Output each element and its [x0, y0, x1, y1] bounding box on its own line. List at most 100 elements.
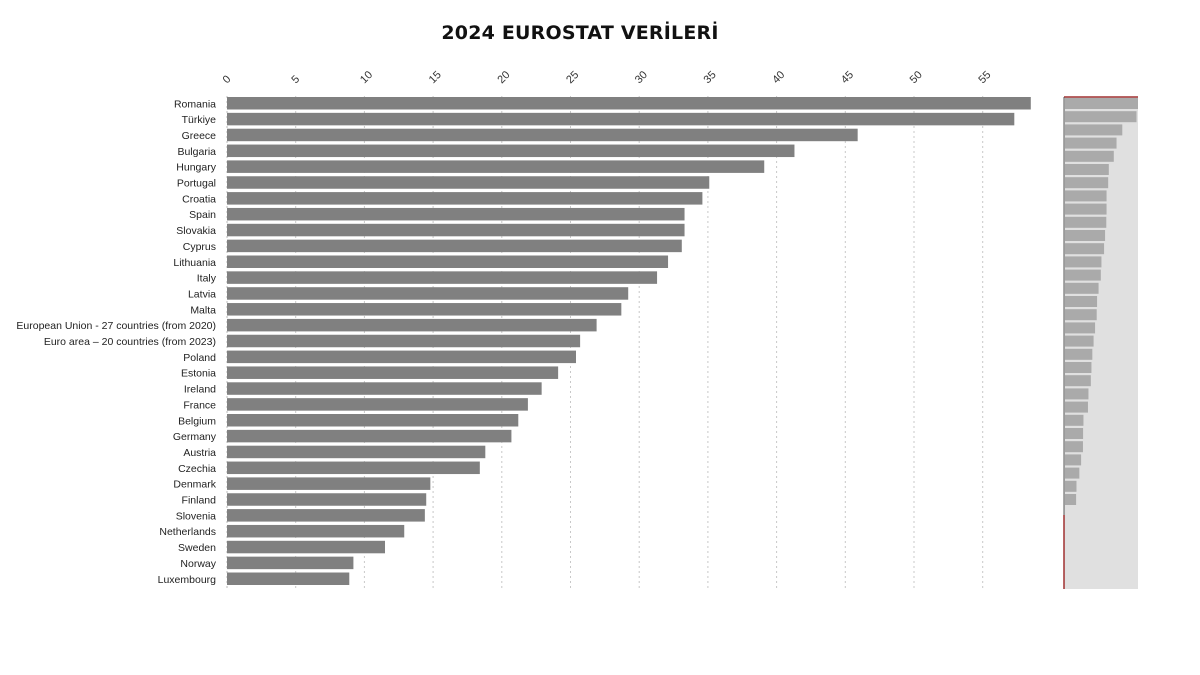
bar[interactable]: Cyprus: 33.1 — [227, 239, 682, 253]
x-tick-label: 45 — [839, 69, 856, 86]
bar[interactable]: Euro area – 20 countries (from 2023): 25… — [227, 334, 581, 348]
overview-bar — [1065, 164, 1109, 175]
bar[interactable]: Portugal: 35.1 — [227, 176, 710, 189]
bar[interactable]: Italy: 31.3 — [227, 271, 658, 284]
overview-bar — [1065, 309, 1097, 321]
overview-bar — [1065, 335, 1094, 347]
x-tick-label: 15 — [427, 69, 444, 86]
overview-bar — [1065, 203, 1107, 215]
bar[interactable]: European Union - 27 countries (from 2020… — [227, 318, 597, 332]
x-tick-label: 10 — [358, 69, 375, 86]
bar[interactable]: Estonia: 24.1 — [227, 366, 559, 379]
category-label: Malta — [190, 304, 216, 316]
category-label: Lithuania — [173, 257, 216, 269]
bar[interactable]: Spain: 33.3 — [227, 207, 685, 221]
category-label: Bulgaria — [177, 146, 216, 158]
x-tick-label: 5 — [289, 73, 302, 86]
x-tick-label: 40 — [770, 69, 787, 86]
bar[interactable]: Finland: 14.5 — [227, 493, 427, 506]
bar[interactable]: Türkiye: 57.3 — [227, 112, 1015, 126]
overview-bar — [1065, 401, 1088, 413]
overview-bar — [1065, 296, 1098, 307]
x-tick-label: 20 — [495, 69, 512, 86]
bar[interactable]: Norway: 9.2 — [227, 556, 354, 570]
bar[interactable]: Bulgaria: 41.3 — [227, 144, 795, 158]
category-label: Euro area – 20 countries (from 2023) — [44, 336, 216, 348]
overview-bar — [1065, 137, 1117, 149]
category-label: European Union - 27 countries (from 2020… — [16, 320, 216, 332]
category-label: Croatia — [182, 193, 216, 205]
overview-bar — [1065, 428, 1084, 439]
bar[interactable]: Sweden: 11.5 — [227, 540, 386, 554]
bar[interactable]: Belgium: 21.2 — [227, 414, 519, 427]
category-label: Hungary — [176, 162, 216, 174]
overview-bar — [1065, 441, 1083, 453]
category-label: Italy — [197, 273, 217, 285]
bar[interactable]: Luxembourg: 8.9 — [227, 572, 350, 586]
category-labels: Romania Türkiye Greece Bulgaria Hungary Portu… — [16, 98, 216, 586]
bar[interactable]: Slovenia: 14.4 — [227, 509, 425, 522]
x-tick-label: 35 — [702, 69, 719, 86]
bar[interactable]: Germany: 20.7 — [227, 429, 512, 443]
overview-bar — [1065, 230, 1106, 241]
bar[interactable]: Romania: 58.5 — [227, 97, 1031, 110]
category-label: France — [183, 399, 216, 411]
category-label: Poland — [183, 352, 216, 364]
overview-panel[interactable] — [1063, 96, 1138, 589]
bar[interactable]: Croatia: 34.6 — [227, 192, 703, 205]
overview-bar — [1065, 190, 1107, 202]
overview-bar — [1065, 150, 1114, 162]
category-label: Türkiye — [182, 114, 217, 126]
overview-bar — [1065, 494, 1077, 505]
category-label: Norway — [180, 558, 216, 570]
bar[interactable]: Austria: 18.8 — [227, 445, 486, 459]
bar[interactable]: Denmark: 14.8 — [227, 477, 431, 490]
overview-bar — [1065, 177, 1109, 189]
overview-bar — [1065, 388, 1089, 400]
overview-bar — [1065, 454, 1082, 466]
category-label: Portugal — [177, 178, 216, 190]
bar[interactable]: Czechia: 18.4 — [227, 461, 480, 475]
overview-bar — [1065, 282, 1099, 294]
overview-bar — [1065, 322, 1096, 334]
x-axis-ticks: 0 5 10 15 20 25 30 35 40 45 50 55 — [221, 69, 994, 86]
bar[interactable]: Ireland: 22.9 — [227, 382, 542, 395]
bar[interactable]: Netherlands: 12.9 — [227, 524, 405, 538]
category-label: Sweden — [178, 542, 216, 554]
bar[interactable]: Latvia: 29.2 — [227, 287, 629, 300]
category-label: Czechia — [178, 463, 216, 475]
bar[interactable]: Poland: 25.4 — [227, 350, 576, 364]
bar[interactable]: France: 21.9 — [227, 398, 528, 411]
overview-bar — [1065, 348, 1093, 360]
category-label: Netherlands — [159, 526, 216, 538]
category-label: Austria — [183, 447, 216, 459]
overview-bar — [1065, 375, 1091, 387]
chart-title: 2024 EUROSTAT VERİLERİ — [441, 22, 719, 44]
category-label: Estonia — [181, 368, 216, 380]
bar[interactable]: Slovakia: 33.3 — [227, 223, 685, 237]
bar[interactable]: Malta: 28.7 — [227, 303, 622, 316]
x-tick-label: 0 — [221, 73, 234, 86]
category-label: Slovakia — [176, 225, 216, 237]
overview-bar — [1065, 414, 1084, 426]
overview-bar — [1065, 216, 1107, 228]
overview-bar — [1065, 269, 1101, 281]
x-tick-label: 30 — [633, 69, 650, 86]
overview-bar — [1065, 98, 1138, 109]
overview-bar — [1065, 480, 1077, 492]
category-label: Cyprus — [183, 241, 216, 253]
category-label: Germany — [173, 431, 217, 443]
category-label: Greece — [182, 130, 217, 142]
category-label: Spain — [189, 209, 216, 221]
overview-bar — [1065, 256, 1102, 268]
category-label: Luxembourg — [158, 574, 217, 586]
bar[interactable]: Hungary: 39.1 — [227, 160, 765, 173]
bar[interactable]: Greece: 45.9 — [227, 128, 858, 142]
overview-bar — [1065, 467, 1080, 479]
category-label: Romania — [174, 98, 216, 110]
category-label: Denmark — [173, 479, 216, 491]
overview-bar — [1065, 243, 1105, 255]
bar[interactable]: Lithuania: 32.1 — [227, 255, 669, 269]
x-tick-label: 25 — [564, 69, 581, 86]
